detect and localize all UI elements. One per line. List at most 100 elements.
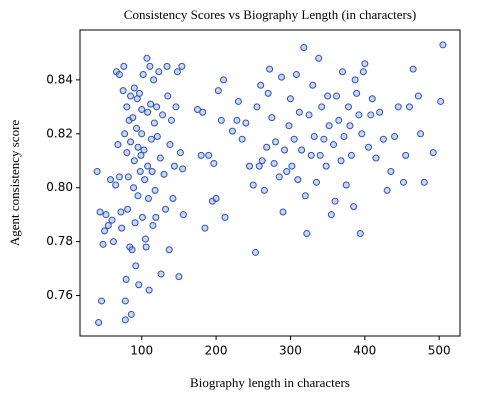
point	[162, 205, 170, 213]
y-tick-label: 0.80	[46, 180, 73, 194]
point	[300, 44, 308, 52]
point	[144, 162, 152, 170]
point	[138, 130, 146, 138]
point	[318, 103, 326, 111]
point	[253, 103, 261, 111]
point	[310, 132, 318, 140]
point	[141, 176, 149, 184]
point	[288, 162, 296, 170]
point	[325, 122, 333, 130]
chart-title: Consistency Scores vs Biography Length (…	[124, 7, 416, 22]
point	[109, 238, 117, 246]
point	[127, 92, 135, 100]
point	[305, 111, 313, 119]
point	[156, 154, 164, 162]
point	[149, 221, 157, 229]
point	[212, 195, 220, 203]
point	[286, 95, 294, 103]
point	[159, 111, 167, 119]
point	[115, 173, 123, 181]
point	[124, 173, 132, 181]
point	[147, 135, 155, 143]
point	[98, 297, 106, 305]
point	[108, 216, 116, 224]
point	[136, 168, 144, 176]
point	[331, 197, 339, 205]
point	[121, 297, 129, 305]
point	[353, 89, 361, 97]
point	[290, 135, 298, 143]
point	[309, 81, 317, 89]
point	[263, 143, 271, 151]
point	[402, 151, 410, 159]
point	[137, 151, 145, 159]
point	[130, 84, 138, 92]
point	[246, 162, 254, 170]
point	[285, 122, 293, 130]
point	[242, 119, 250, 127]
point	[117, 208, 125, 216]
point	[127, 138, 135, 146]
point	[399, 178, 407, 186]
point	[175, 273, 183, 281]
point	[350, 203, 358, 211]
point	[131, 219, 139, 227]
point	[124, 205, 132, 213]
point	[437, 97, 445, 105]
point	[95, 319, 103, 327]
x-tick-label: 100	[130, 344, 153, 358]
point	[281, 146, 289, 154]
point	[144, 195, 152, 203]
point	[99, 240, 107, 248]
point	[217, 116, 225, 124]
point	[115, 70, 123, 78]
point	[342, 181, 350, 189]
point	[268, 114, 276, 122]
point	[172, 103, 180, 111]
point	[173, 68, 181, 76]
point	[127, 310, 135, 318]
point	[417, 130, 425, 138]
x-tick-label: 400	[353, 344, 376, 358]
point	[150, 76, 158, 84]
point	[140, 146, 148, 154]
point	[167, 116, 175, 124]
point	[379, 135, 387, 143]
point	[143, 54, 151, 62]
point	[201, 224, 209, 232]
point	[234, 97, 242, 105]
point	[405, 103, 413, 111]
point	[372, 154, 380, 162]
x-tick-label: 300	[279, 344, 302, 358]
point	[294, 176, 302, 184]
point	[102, 211, 110, 219]
point	[128, 246, 136, 254]
point	[150, 119, 158, 127]
point	[298, 146, 306, 154]
point	[138, 213, 146, 221]
point	[391, 132, 399, 140]
point	[221, 213, 229, 221]
point	[210, 159, 218, 167]
point	[178, 62, 186, 70]
point	[121, 316, 129, 324]
point	[394, 103, 402, 111]
point	[339, 68, 347, 76]
point	[409, 65, 417, 73]
point	[220, 76, 228, 84]
point	[135, 89, 143, 97]
point	[258, 157, 266, 165]
point	[414, 92, 422, 100]
point	[361, 60, 369, 68]
point	[295, 108, 303, 116]
point	[324, 92, 332, 100]
point	[179, 165, 187, 173]
plot-frame	[79, 29, 461, 337]
point	[257, 81, 265, 89]
point	[135, 281, 143, 289]
point	[199, 108, 207, 116]
point	[275, 173, 283, 181]
point	[272, 138, 280, 146]
point	[238, 135, 246, 143]
